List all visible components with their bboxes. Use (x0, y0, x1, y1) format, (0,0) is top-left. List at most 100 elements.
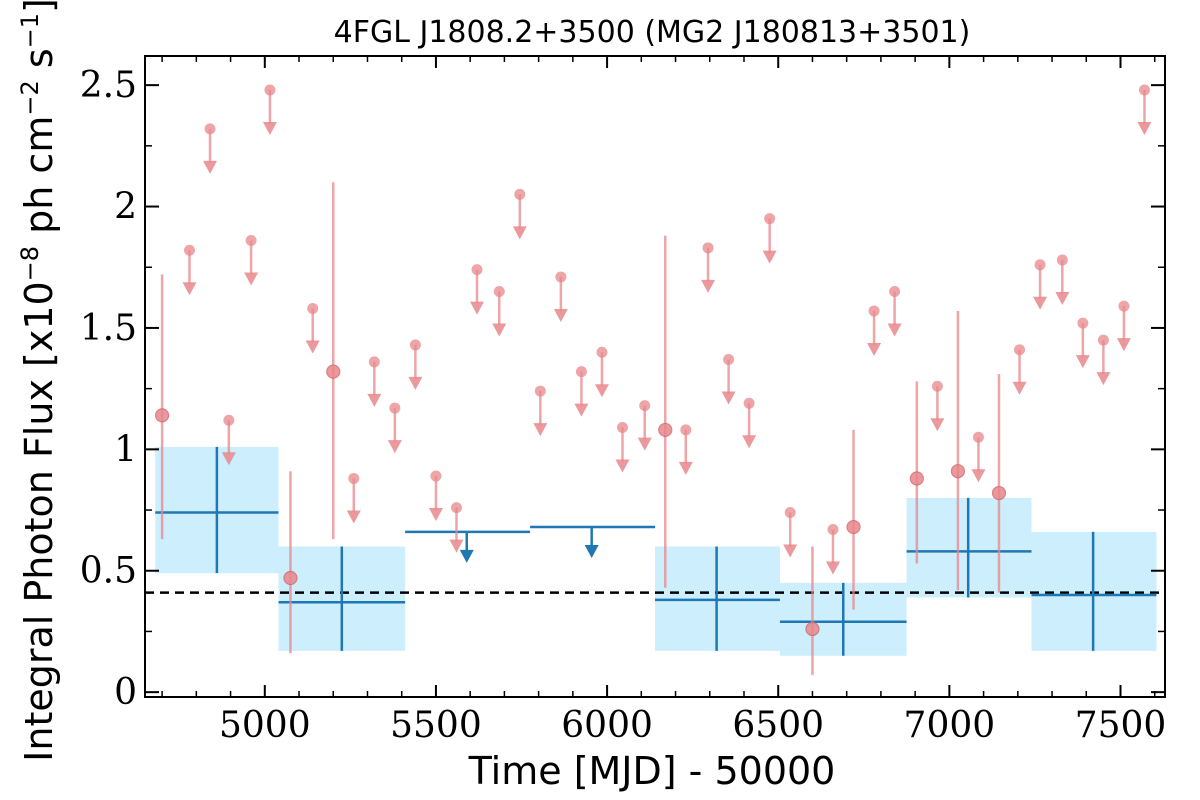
y-axis-label-close: ] (17, 0, 61, 13)
short-bin-upper-limit-arrow (1075, 355, 1090, 369)
short-bin-upper-limit-point (450, 502, 462, 514)
short-bin-upper-limit-arrow (1096, 372, 1111, 386)
short-bin-upper-limit-arrow (387, 440, 402, 454)
short-bin-upper-limit-arrow (701, 279, 716, 293)
short-bin-upper-limit-point (1138, 84, 1150, 96)
short-bin-upper-limit-point (702, 242, 714, 254)
short-bin-point (326, 364, 341, 379)
short-bin-point (805, 621, 820, 637)
short-bin-upper-limit-point (471, 264, 483, 276)
short-bin-upper-limit-point (1077, 317, 1089, 329)
short-bin-point (658, 422, 673, 438)
axis-ticks: 5000 5500 6000 6500 7000 7500 0 0.5 1 1.5 2 2.5 (80, 56, 1167, 746)
plot-border (144, 55, 1166, 698)
short-bin-upper-limit-point (389, 402, 401, 414)
short-bin-upper-limit-arrow (678, 461, 693, 475)
x-tick-label: 5000 (219, 705, 311, 746)
y-tick-label: 2.5 (80, 65, 137, 106)
y-axis-label-mid: ph cm (17, 116, 61, 246)
short-bin-upper-limit-point (307, 303, 319, 315)
short-bin-upper-limit-point (555, 271, 567, 283)
short-bin-upper-limit-arrow (742, 435, 757, 449)
short-bin-upper-limit-point (764, 213, 776, 225)
short-bin-upper-limit-point (534, 385, 546, 397)
y-tick-label: 0.5 (80, 551, 137, 592)
short-bin-upper-limit-point (680, 424, 692, 436)
short-bin-upper-limit-point (204, 123, 216, 135)
x-tick-label: 6500 (732, 705, 824, 746)
short-bin-upper-limit-arrow (346, 510, 361, 524)
short-bin-upper-limit-point (827, 523, 839, 535)
short-bin-upper-limit-point (723, 354, 735, 366)
long-bin-markers (155, 446, 1157, 656)
short-bin-upper-limit-arrow (594, 384, 609, 398)
short-bin-markers (155, 84, 1152, 676)
short-bin-upper-limit-arrow (615, 459, 630, 473)
short-bin-upper-limit-point (1034, 259, 1046, 271)
short-bin-upper-limit-arrow (512, 226, 527, 240)
short-bin-upper-limit-arrow (449, 539, 464, 553)
short-bin-point (846, 519, 861, 535)
x-tick-label: 7000 (904, 705, 996, 746)
short-bin-upper-limit-arrow (203, 160, 218, 174)
short-bin-upper-limit-point (575, 366, 587, 378)
short-bin-upper-limit-point (368, 356, 380, 368)
short-bin-upper-limit-point (409, 339, 421, 351)
y-tick-label: 0 (114, 672, 137, 713)
short-bin-upper-limit-point (264, 84, 276, 96)
short-bin-upper-limit-point (514, 188, 526, 200)
y-axis-label-end: s (17, 48, 61, 80)
chart-title: 4FGL J1808.2+3500 (MG2 J180813+3501) (334, 15, 971, 50)
short-bin-upper-limit-arrow (825, 561, 840, 575)
long-bin-upper-limit-arrow (459, 549, 474, 563)
short-bin-upper-limit-arrow (721, 391, 736, 405)
short-bin-upper-limit-arrow (1055, 291, 1070, 305)
plot-frame (144, 55, 1166, 698)
short-bin-upper-limit-arrow (637, 437, 652, 451)
short-bin-upper-limit-arrow (783, 544, 798, 558)
short-bin-upper-limit-point (1014, 344, 1026, 356)
long-bin-upper-limit-arrow (584, 545, 599, 559)
short-bin-upper-limit-point (493, 286, 505, 298)
short-bin-upper-limit-arrow (244, 272, 259, 286)
short-bin-upper-limit-point (223, 414, 235, 426)
short-bin-upper-limit-arrow (887, 323, 902, 337)
short-bin-upper-limit-point (868, 305, 880, 317)
short-bin-upper-limit-point (1056, 254, 1068, 266)
short-bin-point (155, 408, 170, 423)
x-tick-label: 7500 (1075, 705, 1167, 746)
short-bin-upper-limit-arrow (367, 393, 382, 407)
short-bin-upper-limit-point (183, 244, 195, 256)
short-bin-upper-limit-point (972, 431, 984, 443)
y-tick-label: 1.5 (80, 308, 137, 349)
y-axis-label-exp3: −1 (16, 13, 44, 48)
y-axis-label-exp: −8 (16, 246, 44, 281)
short-bin-upper-limit-arrow (930, 418, 945, 432)
y-tick-label: 1 (114, 429, 137, 470)
short-bin-upper-limit-arrow (533, 423, 548, 437)
short-bin-upper-limit-arrow (428, 508, 443, 522)
short-bin-upper-limit-arrow (221, 452, 236, 466)
short-bin-upper-limit-arrow (492, 323, 507, 337)
short-bin-upper-limit-point (1118, 300, 1130, 312)
short-bin-upper-limit-arrow (1033, 296, 1048, 310)
short-bin-upper-limit-arrow (1137, 121, 1152, 135)
short-bin-point (950, 464, 966, 479)
short-bin-upper-limit-arrow (867, 342, 882, 356)
short-bin-point (283, 570, 298, 586)
short-bin-upper-limit-arrow (971, 469, 986, 483)
short-bin-upper-limit-arrow (305, 340, 320, 354)
short-bin-upper-limit-point (245, 235, 257, 247)
short-bin-upper-limit-arrow (1116, 338, 1131, 352)
short-bin-upper-limit-point (430, 470, 442, 482)
short-bin-upper-limit-point (1097, 334, 1109, 346)
short-bin-upper-limit-arrow (1012, 381, 1027, 395)
short-bin-upper-limit-point (616, 421, 628, 433)
short-bin-upper-limit-arrow (553, 308, 568, 322)
y-axis-label: Integral Photon Flux [x10−8 ph cm−2 s−1] (16, 0, 61, 762)
short-bin-upper-limit-arrow (408, 376, 423, 390)
short-bin-upper-limit-point (889, 286, 901, 298)
short-bin-upper-limit-arrow (574, 403, 589, 417)
short-bin-upper-limit-point (931, 380, 943, 392)
